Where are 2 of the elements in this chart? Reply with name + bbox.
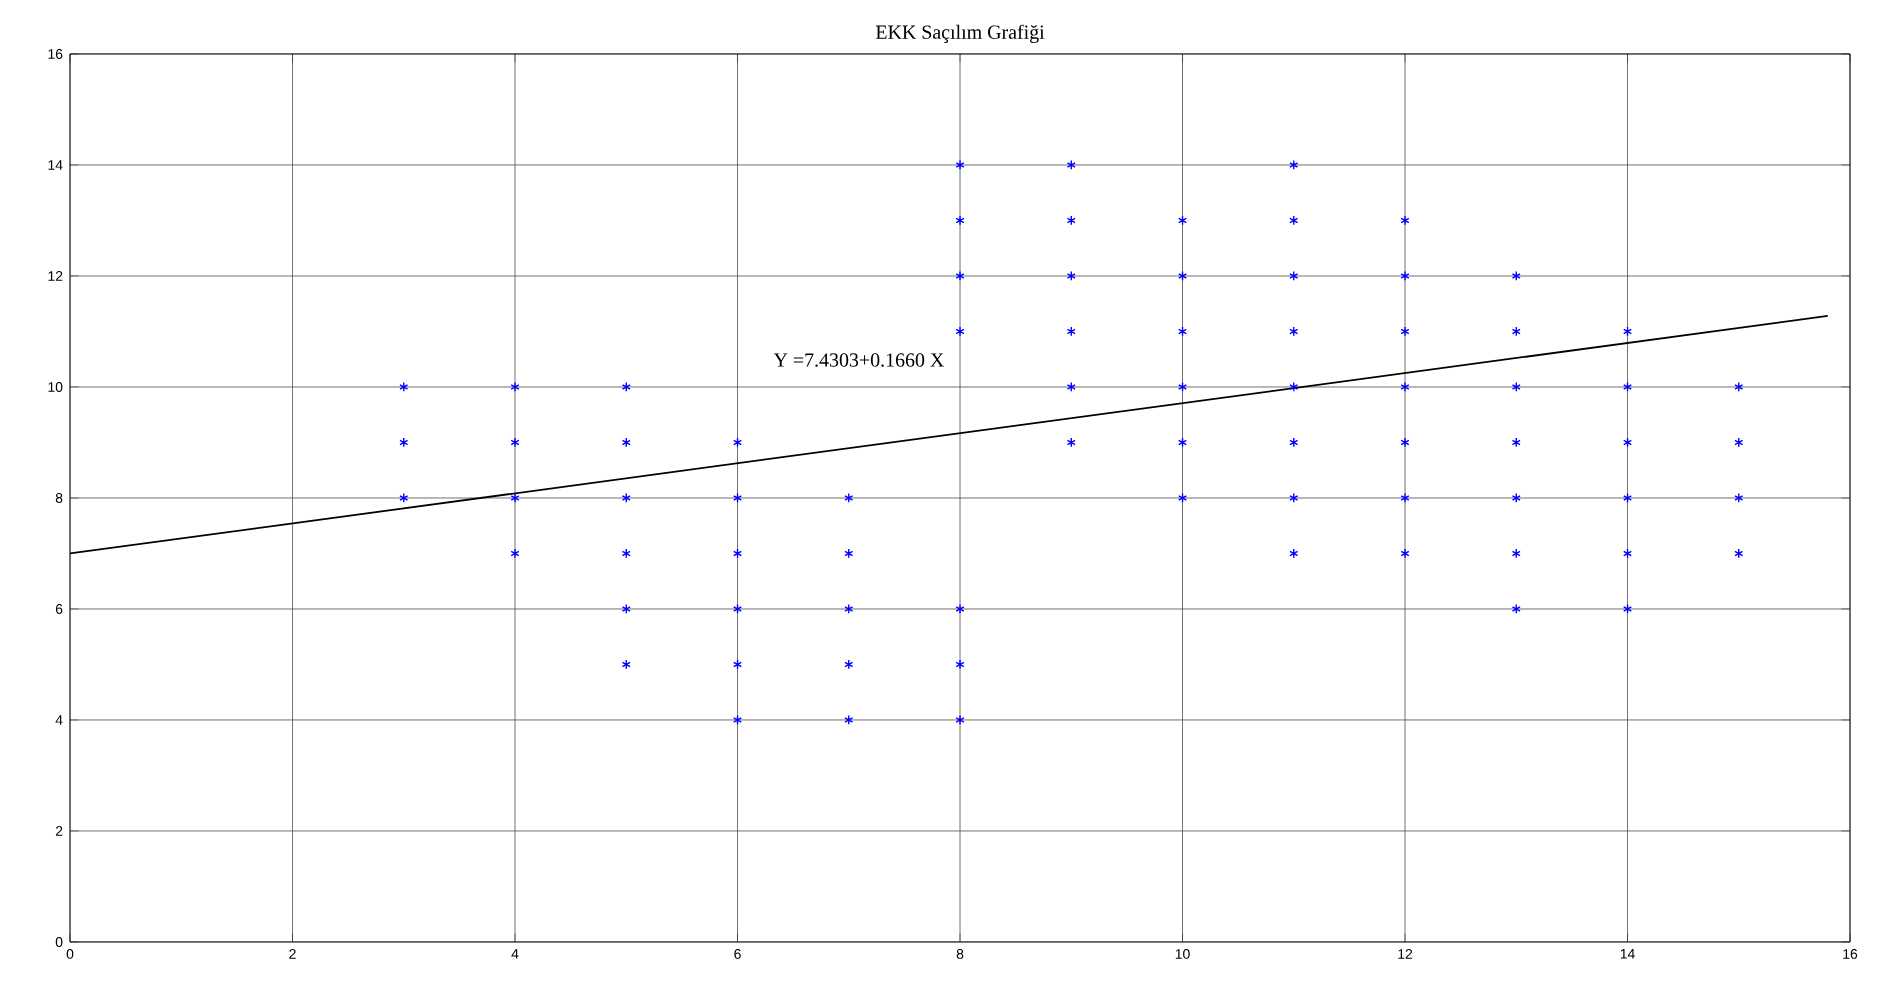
- chart-title: EKK Saçılım Grafiği: [875, 24, 1045, 43]
- annotation: Y =7.4303+0.1660 X: [773, 353, 944, 367]
